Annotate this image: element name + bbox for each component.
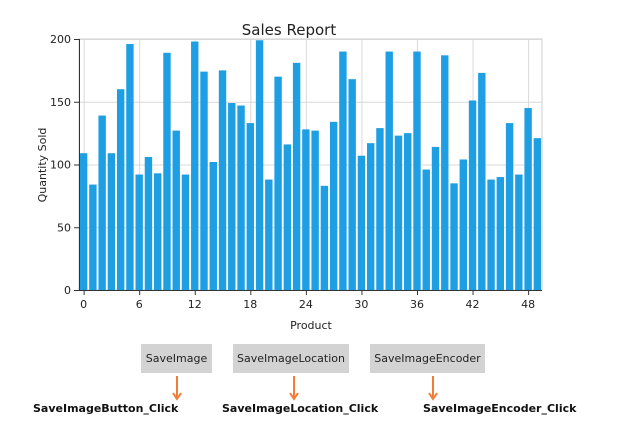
bar-29 [348,79,356,290]
y-axis-ticks: 0 50 100 150 200 [50,33,79,297]
bar-42 [468,100,477,291]
save-image-location-click-label: SaveImageLocation_Click [222,402,379,415]
bar-13 [200,71,208,290]
arrow-down-icon [428,376,438,401]
bar-16 [228,103,236,290]
x-tick-label: 24 [299,298,313,311]
bars [79,40,542,291]
x-axis-ticks: 0 6 12 18 24 30 36 42 48 [80,290,535,311]
sales-chart: Sales Report 0 6 12 18 24 30 36 42 48 0 50 100 150 2… [36,21,543,332]
x-tick-label: 30 [354,298,368,311]
y-tick-label: 100 [50,159,71,172]
bar-46 [505,123,514,291]
y-tick-label: 150 [50,96,71,109]
bar-36 [413,51,421,290]
bar-22 [283,144,292,290]
bar-21 [274,76,282,291]
bar-12 [191,41,199,291]
x-axis-title: Product [290,319,332,332]
bar-25 [311,130,319,290]
bar-7 [144,156,153,290]
bar-26 [320,185,329,290]
x-tick-label: 6 [136,298,143,311]
bar-24 [302,129,310,290]
arrow-down-icon [172,376,182,401]
bar-28 [339,51,347,290]
x-tick-label: 12 [188,298,202,311]
bar-11 [181,174,190,290]
bar-32 [376,128,384,290]
bar-1 [89,184,97,290]
save-image-location-button[interactable]: SaveImageLocation [233,344,349,373]
bar-15 [218,70,227,290]
bar-2 [98,115,106,291]
bar-20 [265,179,273,290]
x-tick-label: 48 [521,298,535,311]
bar-39 [441,55,449,290]
save-image-encoder-button[interactable]: SaveImageEncoder [370,344,485,373]
bar-10 [172,130,180,290]
bar-34 [394,135,403,290]
bar-19 [255,40,264,290]
arrow-down-icon [289,376,299,401]
axes [79,39,542,291]
y-axis-title: Quantity Sold [36,128,49,203]
y-tick-label: 50 [57,221,71,234]
x-tick-label: 0 [80,298,87,311]
bar-3 [107,153,116,290]
bar-18 [246,123,255,291]
bar-5 [126,44,134,290]
bar-6 [135,174,143,290]
bar-9 [163,52,171,291]
bar-49 [533,138,542,290]
bar-37 [422,169,430,290]
bar-23 [292,62,301,290]
save-image-button[interactable]: SaveImage [141,344,212,373]
bar-31 [366,143,375,290]
bar-43 [478,72,486,290]
bar-45 [496,177,505,290]
bar-14 [209,161,217,290]
bar-0 [79,153,88,290]
save-image-encoder-click-label: SaveImageEncoder_Click [423,402,577,415]
y-tick-label: 0 [64,284,71,297]
chart-title: Sales Report [242,21,337,39]
save-image-button-click-label: SaveImageButton_Click [33,402,179,415]
bar-41 [459,159,467,290]
bar-40 [450,183,458,290]
bar-44 [487,179,495,290]
bar-30 [357,155,366,290]
bar-17 [237,105,245,290]
bar-48 [524,108,532,291]
bar-35 [404,133,412,290]
bar-47 [515,174,523,290]
bar-33 [385,51,393,290]
bar-4 [116,89,125,290]
bar-38 [431,146,440,290]
x-tick-label: 42 [466,298,480,311]
x-tick-label: 18 [243,298,257,311]
y-tick-label: 200 [50,33,71,46]
bar-8 [154,173,162,290]
bar-27 [329,121,338,290]
x-tick-label: 36 [410,298,424,311]
